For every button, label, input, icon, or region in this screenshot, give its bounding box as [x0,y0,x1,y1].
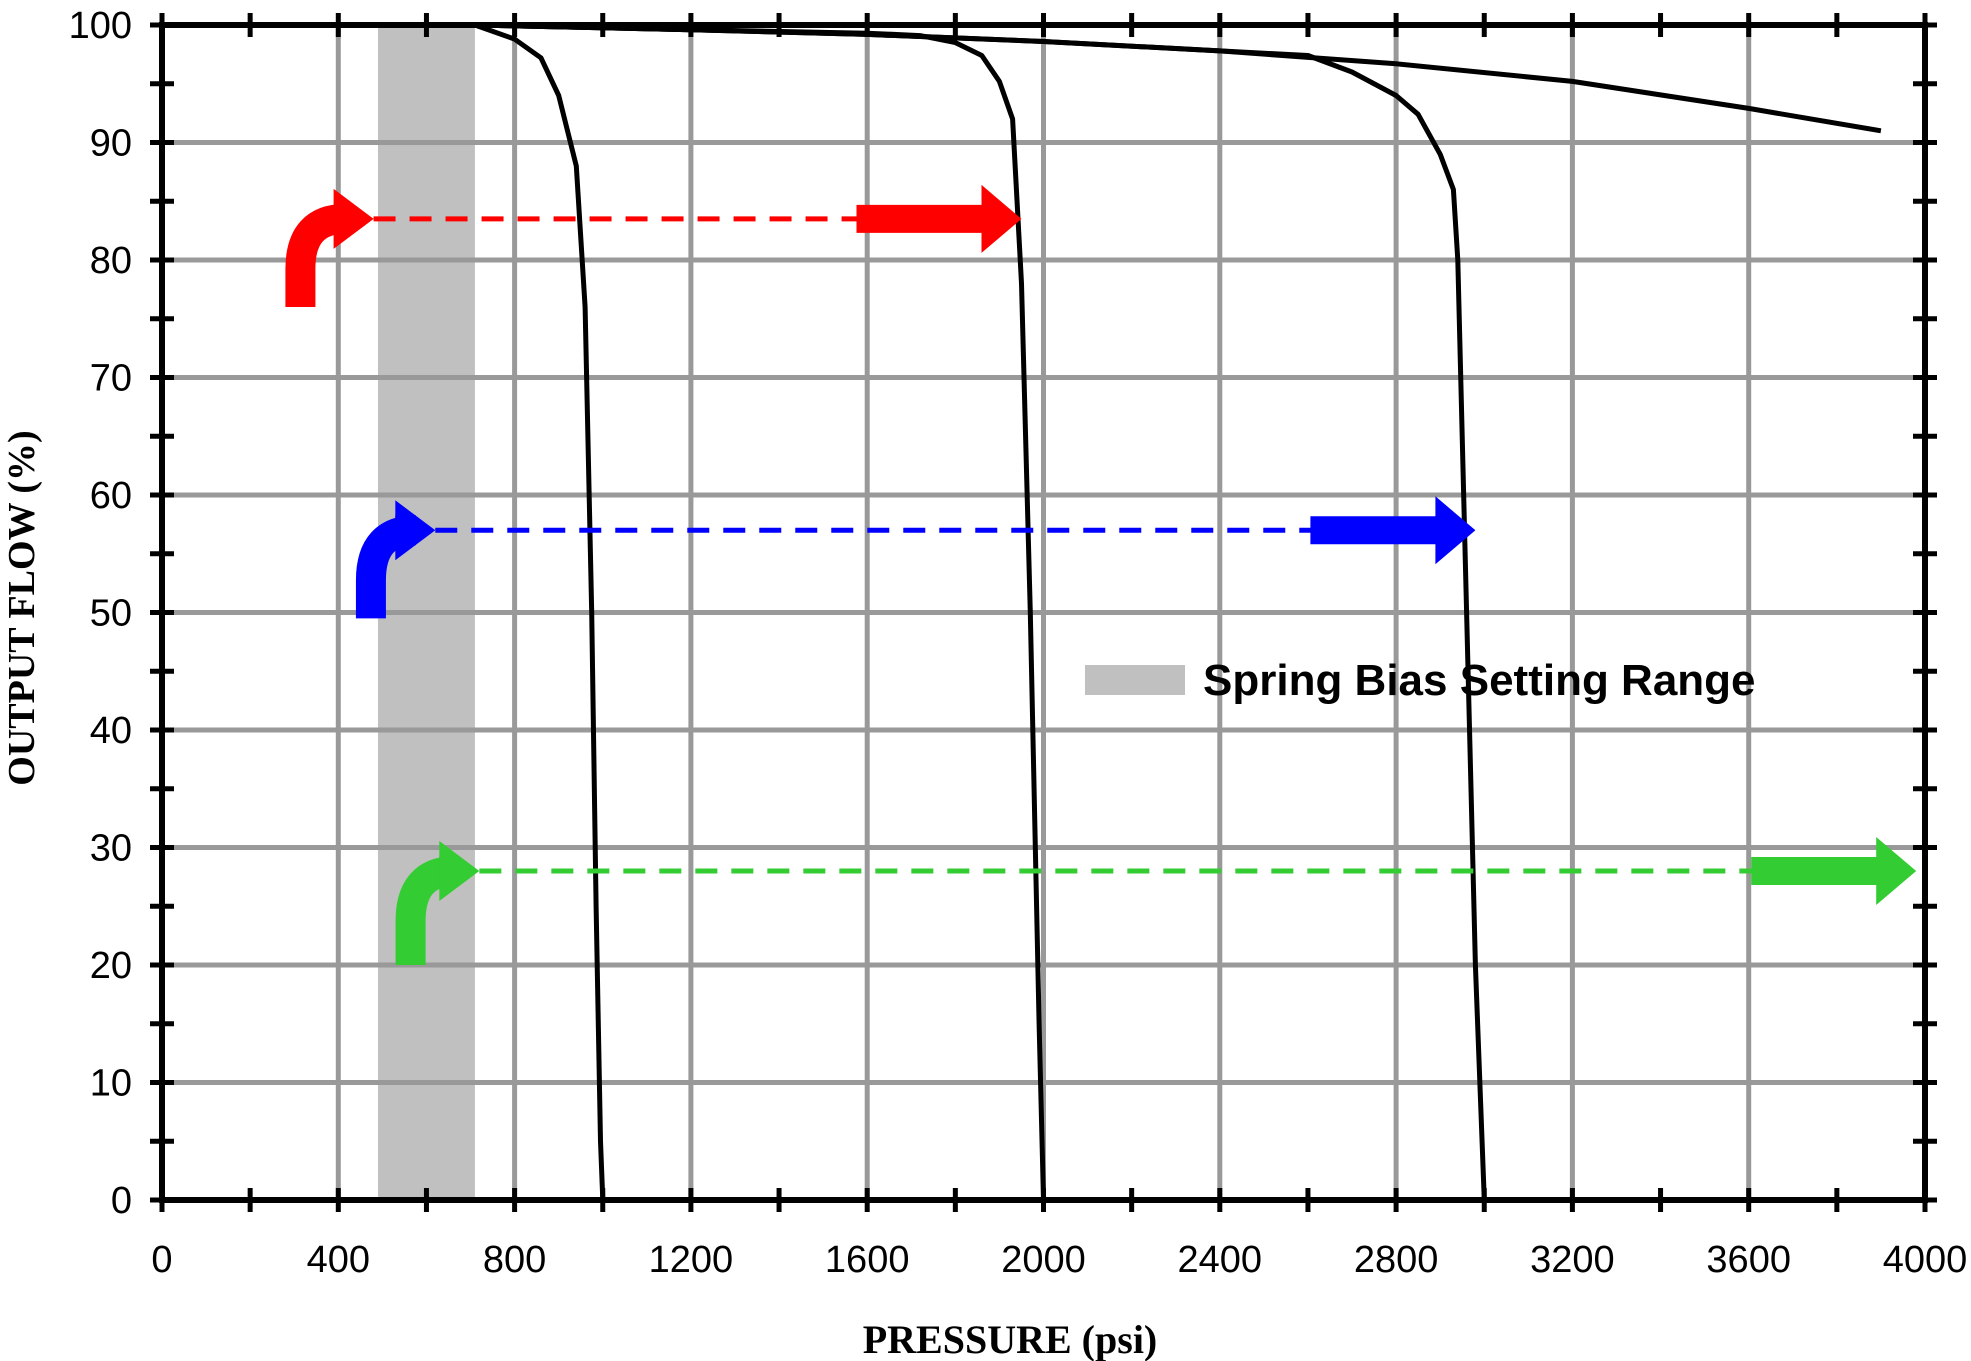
x-tick-label: 2000 [1001,1239,1086,1281]
x-tick-label: 1200 [649,1239,734,1281]
y-tick-label: 100 [69,5,132,47]
x-tick-label: 3600 [1706,1239,1791,1281]
y-tick-label: 20 [90,945,132,987]
x-tick-label: 400 [307,1239,370,1281]
x-tick-label: 0 [151,1239,172,1281]
legend-label: Spring Bias Setting Range [1203,656,1756,705]
plot-frame [159,22,1928,1203]
flow-bent-arrow-head-red [333,188,374,249]
x-tick-label: 1600 [825,1239,910,1281]
x-tick-label: 800 [483,1239,546,1281]
y-tick-label: 50 [90,593,132,635]
y-tick-label: 60 [90,475,132,517]
x-tick-label: 3200 [1530,1239,1615,1281]
y-axis-title: OUTPUT FLOW (%) [1,430,43,785]
y-tick-label: 80 [90,240,132,282]
y-tick-label: 0 [111,1180,132,1222]
flow-arrow-head-green [1751,837,1917,905]
flow-arrow-head-blue [1310,496,1476,565]
flow-bent-arrow-head-blue [395,500,436,561]
series-line-1 [474,22,606,1201]
y-tick-label: 90 [90,123,132,165]
y-tick-label: 40 [90,710,132,752]
flow-bent-arrow-head-green [439,841,480,901]
series-line-4 [474,22,1882,134]
x-axis-title: PRESSURE (psi) [863,1317,1158,1361]
x-tick-label: 2800 [1354,1239,1439,1281]
x-tick-label: 4000 [1883,1239,1968,1281]
flow-arrow-head-red [856,184,1022,253]
y-tick-label: 10 [90,1063,132,1105]
y-tick-label: 70 [90,358,132,400]
y-tick-label: 30 [90,828,132,870]
legend-swatch [1085,665,1185,695]
x-tick-label: 2400 [1178,1239,1263,1281]
